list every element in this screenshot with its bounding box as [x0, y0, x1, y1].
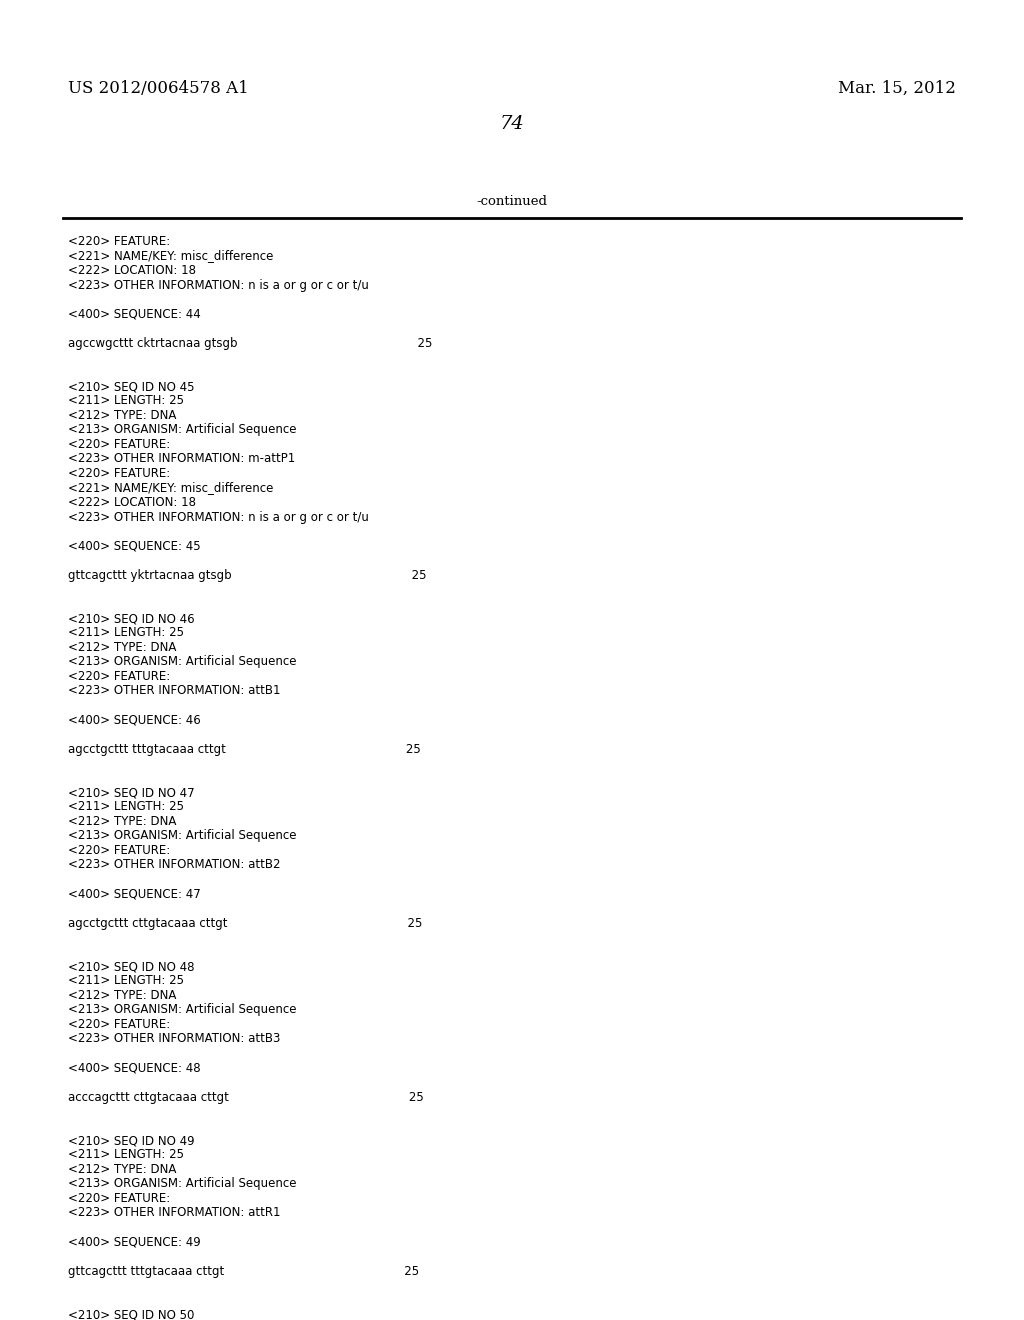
Text: <220> FEATURE:: <220> FEATURE: — [68, 235, 170, 248]
Text: <221> NAME/KEY: misc_difference: <221> NAME/KEY: misc_difference — [68, 482, 273, 495]
Text: <212> TYPE: DNA: <212> TYPE: DNA — [68, 989, 176, 1002]
Text: <400> SEQUENCE: 47: <400> SEQUENCE: 47 — [68, 887, 201, 900]
Text: <211> LENGTH: 25: <211> LENGTH: 25 — [68, 800, 184, 813]
Text: <212> TYPE: DNA: <212> TYPE: DNA — [68, 814, 176, 828]
Text: <211> LENGTH: 25: <211> LENGTH: 25 — [68, 974, 184, 987]
Text: <223> OTHER INFORMATION: attB1: <223> OTHER INFORMATION: attB1 — [68, 685, 281, 697]
Text: <400> SEQUENCE: 48: <400> SEQUENCE: 48 — [68, 1061, 201, 1074]
Text: <210> SEQ ID NO 47: <210> SEQ ID NO 47 — [68, 785, 195, 799]
Text: <210> SEQ ID NO 48: <210> SEQ ID NO 48 — [68, 960, 195, 973]
Text: <213> ORGANISM: Artificial Sequence: <213> ORGANISM: Artificial Sequence — [68, 829, 297, 842]
Text: <212> TYPE: DNA: <212> TYPE: DNA — [68, 642, 176, 653]
Text: <223> OTHER INFORMATION: m-attP1: <223> OTHER INFORMATION: m-attP1 — [68, 453, 295, 466]
Text: <400> SEQUENCE: 45: <400> SEQUENCE: 45 — [68, 540, 201, 553]
Text: <212> TYPE: DNA: <212> TYPE: DNA — [68, 409, 176, 422]
Text: <221> NAME/KEY: misc_difference: <221> NAME/KEY: misc_difference — [68, 249, 273, 263]
Text: <223> OTHER INFORMATION: attR1: <223> OTHER INFORMATION: attR1 — [68, 1206, 281, 1220]
Text: <211> LENGTH: 25: <211> LENGTH: 25 — [68, 1148, 184, 1162]
Text: <223> OTHER INFORMATION: attB3: <223> OTHER INFORMATION: attB3 — [68, 1032, 281, 1045]
Text: <211> LENGTH: 25: <211> LENGTH: 25 — [68, 395, 184, 408]
Text: <400> SEQUENCE: 44: <400> SEQUENCE: 44 — [68, 308, 201, 321]
Text: <223> OTHER INFORMATION: n is a or g or c or t/u: <223> OTHER INFORMATION: n is a or g or … — [68, 511, 369, 524]
Text: Mar. 15, 2012: Mar. 15, 2012 — [838, 81, 956, 96]
Text: <213> ORGANISM: Artificial Sequence: <213> ORGANISM: Artificial Sequence — [68, 424, 297, 437]
Text: <210> SEQ ID NO 45: <210> SEQ ID NO 45 — [68, 380, 195, 393]
Text: <210> SEQ ID NO 49: <210> SEQ ID NO 49 — [68, 1134, 195, 1147]
Text: <220> FEATURE:: <220> FEATURE: — [68, 438, 170, 451]
Text: agcctgcttt cttgtacaaa cttgt                                                25: agcctgcttt cttgtacaaa cttgt 25 — [68, 916, 422, 929]
Text: <400> SEQUENCE: 49: <400> SEQUENCE: 49 — [68, 1236, 201, 1249]
Text: <400> SEQUENCE: 46: <400> SEQUENCE: 46 — [68, 714, 201, 726]
Text: agccwgcttt cktrtacnaa gtsgb                                                25: agccwgcttt cktrtacnaa gtsgb 25 — [68, 337, 432, 350]
Text: acccagcttt cttgtacaaa cttgt                                                25: acccagcttt cttgtacaaa cttgt 25 — [68, 1090, 424, 1104]
Text: <223> OTHER INFORMATION: n is a or g or c or t/u: <223> OTHER INFORMATION: n is a or g or … — [68, 279, 369, 292]
Text: <222> LOCATION: 18: <222> LOCATION: 18 — [68, 496, 196, 510]
Text: 74: 74 — [500, 115, 524, 133]
Text: US 2012/0064578 A1: US 2012/0064578 A1 — [68, 81, 249, 96]
Text: <213> ORGANISM: Artificial Sequence: <213> ORGANISM: Artificial Sequence — [68, 1003, 297, 1016]
Text: gttcagcttt yktrtacnaa gtsgb                                                25: gttcagcttt yktrtacnaa gtsgb 25 — [68, 569, 427, 582]
Text: <222> LOCATION: 18: <222> LOCATION: 18 — [68, 264, 196, 277]
Text: gttcagcttt tttgtacaaa cttgt                                                25: gttcagcttt tttgtacaaa cttgt 25 — [68, 1265, 419, 1278]
Text: -continued: -continued — [476, 195, 548, 209]
Text: <210> SEQ ID NO 50: <210> SEQ ID NO 50 — [68, 1308, 195, 1320]
Text: <212> TYPE: DNA: <212> TYPE: DNA — [68, 1163, 176, 1176]
Text: <210> SEQ ID NO 46: <210> SEQ ID NO 46 — [68, 612, 195, 624]
Text: <213> ORGANISM: Artificial Sequence: <213> ORGANISM: Artificial Sequence — [68, 1177, 297, 1191]
Text: <220> FEATURE:: <220> FEATURE: — [68, 671, 170, 682]
Text: <223> OTHER INFORMATION: attB2: <223> OTHER INFORMATION: attB2 — [68, 858, 281, 871]
Text: <211> LENGTH: 25: <211> LENGTH: 25 — [68, 627, 184, 639]
Text: <220> FEATURE:: <220> FEATURE: — [68, 1018, 170, 1031]
Text: <220> FEATURE:: <220> FEATURE: — [68, 467, 170, 480]
Text: <220> FEATURE:: <220> FEATURE: — [68, 1192, 170, 1205]
Text: <220> FEATURE:: <220> FEATURE: — [68, 843, 170, 857]
Text: agcctgcttt tttgtacaaa cttgt                                                25: agcctgcttt tttgtacaaa cttgt 25 — [68, 742, 421, 755]
Text: <213> ORGANISM: Artificial Sequence: <213> ORGANISM: Artificial Sequence — [68, 656, 297, 668]
